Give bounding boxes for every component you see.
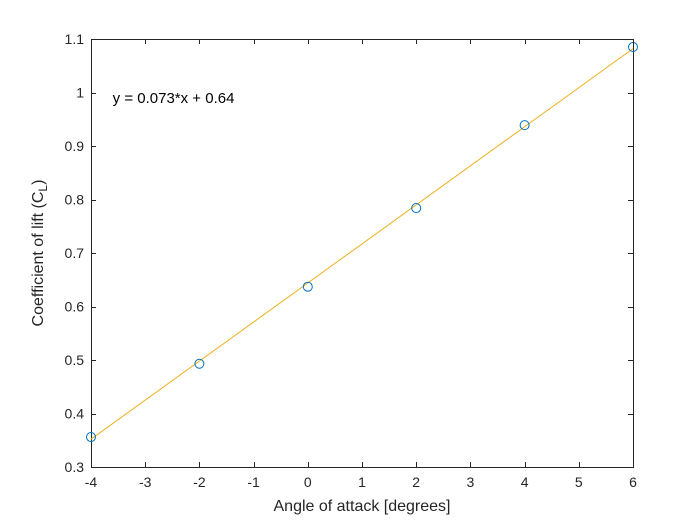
x-tick-label: -1: [247, 474, 260, 490]
x-tick-label: 0: [304, 474, 312, 490]
x-tick-label: -2: [193, 474, 206, 490]
x-tick-label: 6: [629, 474, 637, 490]
x-tick-label: 1: [358, 474, 366, 490]
data-point: [302, 281, 313, 292]
data-point: [194, 358, 205, 369]
x-ticks: -4 -3 -2 -1 0 1 2 3 4 5 6: [85, 39, 637, 490]
fit-line: [90, 48, 634, 440]
data-point: [86, 432, 96, 443]
x-tick-label: 5: [575, 474, 583, 490]
x-tick-label: -3: [139, 474, 152, 490]
markers-layer: [86, 42, 638, 443]
x-tick-label: 4: [521, 474, 529, 490]
data-point: [519, 120, 530, 131]
x-tick-label: 2: [412, 474, 420, 490]
y-tick-label: 0.9: [65, 138, 85, 154]
y-axis-label-prefix: Coefficient of lift (C: [30, 192, 47, 327]
fit-equation-annotation: y = 0.073*x + 0.64: [113, 90, 235, 107]
x-axis-label: Angle of attack [degrees]: [274, 498, 451, 515]
y-tick-label: 0.3: [65, 459, 85, 475]
y-tick-label: 0.5: [65, 352, 85, 368]
y-axis-label-subscript: L: [36, 185, 50, 192]
y-tick-label: 0.6: [65, 299, 85, 315]
x-tick-label: 3: [467, 474, 475, 490]
plot-area: [91, 39, 633, 467]
y-tick-label: 0.7: [65, 245, 85, 261]
y-tick-label: 0.4: [65, 406, 85, 422]
y-tick-label: 0.8: [65, 192, 85, 208]
y-axis-label: Coefficient of lift (CL): [30, 180, 50, 327]
y-ticks: 0.3 0.4 0.5 0.6 0.7 0.8 0.9 1 1.1: [65, 31, 633, 475]
y-tick-label: 1.1: [65, 31, 85, 47]
y-axis-label-suffix: ): [30, 180, 47, 185]
fit-line-layer: [90, 48, 634, 440]
x-tick-label: -4: [85, 474, 98, 490]
data-point: [411, 203, 422, 214]
y-tick-label: 1: [76, 85, 84, 101]
